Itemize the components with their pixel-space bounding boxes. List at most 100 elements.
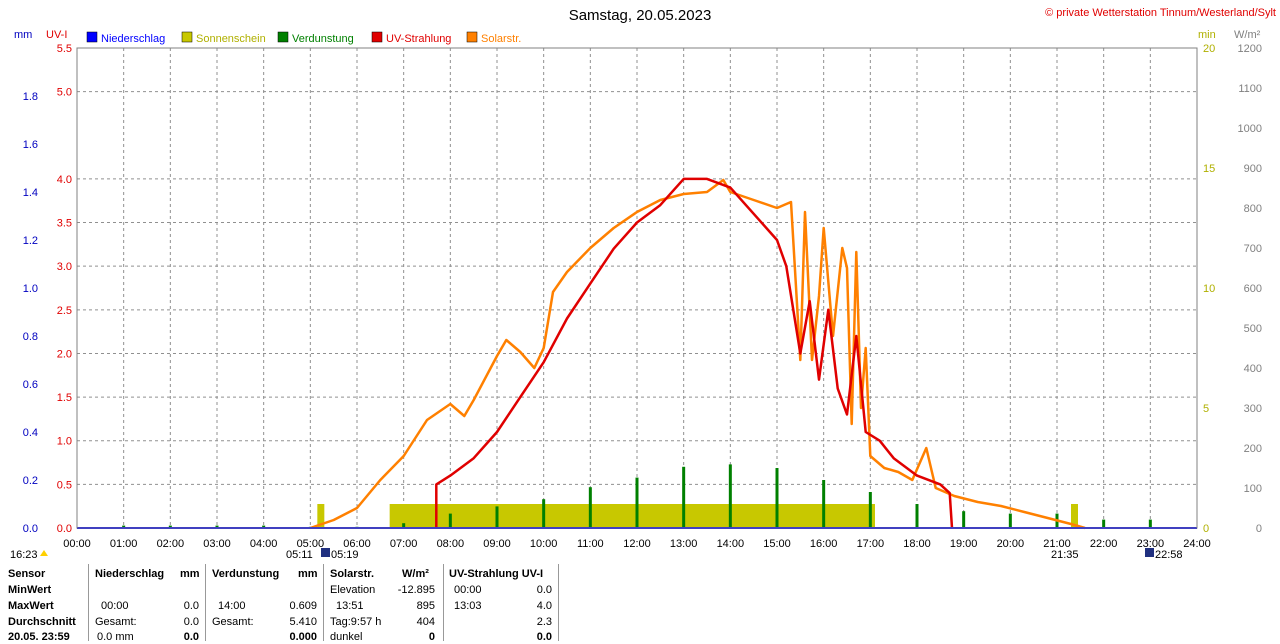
evaporation-bar	[262, 525, 266, 528]
solar-dark-label: dunkel	[330, 631, 363, 643]
sun-markers: 16:23 05:11 05:19 21:35 22:58	[10, 548, 1183, 561]
evaporation-bar	[1102, 519, 1106, 528]
uv-tick-label: 4.0	[57, 174, 72, 186]
evaporation-bar	[168, 525, 172, 528]
stats-header-solar-unit: W/m²	[402, 568, 429, 580]
evaporation-bar	[448, 513, 452, 528]
x-tick-label: 14:00	[717, 538, 745, 550]
precip-max: 0.0	[183, 600, 199, 612]
precip-max-time: 00:00	[101, 600, 129, 612]
uv-tick-label: 5.5	[57, 43, 72, 55]
uv-tick-label: 1.5	[57, 392, 72, 404]
x-tick-label: 17:00	[857, 538, 885, 550]
stats-header-solar: Solarstr.	[330, 568, 375, 580]
mm-tick-label: 1.0	[23, 283, 38, 295]
wm2-tick-label: 1000	[1238, 123, 1262, 135]
solar-max-time: 13:51	[336, 600, 364, 612]
wm2-tick-label: 0	[1256, 523, 1262, 535]
evap-max-time: 14:00	[218, 600, 246, 612]
plot-frame	[76, 47, 1198, 529]
evaporation-bars	[122, 464, 1152, 528]
solar-series-line	[309, 178, 1086, 530]
row-day: 20.05. 23:59	[8, 631, 70, 643]
evaporation-bar	[402, 523, 406, 528]
x-tick-label: 02:00	[157, 538, 185, 550]
evaporation-bar	[542, 499, 546, 528]
x-tick-label: 15:00	[763, 538, 791, 550]
legend-swatch	[277, 31, 289, 43]
row-min: MinWert	[8, 584, 52, 596]
evaporation-bar	[635, 477, 639, 528]
x-tick-label: 01:00	[110, 538, 138, 550]
stats-header-uv: UV-Strahlung UV-I	[449, 568, 544, 580]
mm-tick-label: 1.6	[23, 139, 38, 151]
mm-tick-label: 1.4	[23, 187, 38, 199]
wm2-tick-label: 400	[1244, 363, 1262, 375]
solar-day-length: Tag:9:57 h	[330, 616, 382, 628]
wm2-tick-label: 200	[1244, 443, 1262, 455]
uv-min: 0.0	[536, 584, 552, 596]
evaporation-bar	[728, 464, 732, 528]
legend-label: Verdunstung	[292, 33, 354, 45]
stats-separator	[558, 564, 559, 641]
evaporation-bar	[495, 506, 499, 528]
wm2-tick-label: 700	[1244, 243, 1262, 255]
mm-tick-label: 0.6	[23, 379, 38, 391]
uv-max: 4.0	[536, 600, 552, 612]
evaporation-bar	[962, 511, 966, 528]
stats-separator	[205, 564, 206, 641]
uv-tick-label: 0.0	[57, 523, 72, 535]
axis-ticks: 00:00 01:00 02:00 03:00 04:00 05:00 06:00 07:00…	[23, 43, 1262, 550]
mm-tick-label: 0.2	[23, 475, 38, 487]
x-tick-label: 21:00	[1043, 538, 1071, 550]
stats-table: Sensor Niederschlag mm Verdunstung mm So…	[0, 562, 1280, 643]
x-tick-label: 24:00	[1183, 538, 1211, 550]
stats-header-evap-unit: mm	[298, 568, 318, 580]
axis-unit-mm: mm	[14, 29, 32, 41]
x-tick-label: 23:00	[1137, 538, 1165, 550]
precip-total-label: Gesamt:	[95, 616, 137, 628]
marker-left-time: 16:23	[10, 549, 38, 561]
evaporation-bar	[215, 525, 219, 528]
copyright-text: © private Wetterstation Tinnum/Westerlan…	[1045, 7, 1276, 19]
axis-unit-min: min	[1198, 29, 1216, 41]
min-tick-label: 0	[1203, 523, 1209, 535]
x-tick-label: 08:00	[437, 538, 465, 550]
marker-moon-time: 22:58	[1155, 549, 1183, 561]
uv-day: 0.0	[536, 631, 552, 643]
uv-tick-label: 3.0	[57, 261, 72, 273]
x-tick-label: 20:00	[997, 538, 1025, 550]
uv-tick-label: 3.5	[57, 218, 72, 230]
x-tick-label: 16:00	[810, 538, 838, 550]
stats-header-precip-unit: mm	[180, 568, 200, 580]
x-tick-label: 04:00	[250, 538, 278, 550]
marker-sunset: 21:35	[1051, 549, 1079, 561]
wm2-tick-label: 300	[1244, 403, 1262, 415]
x-tick-label: 11:00	[577, 538, 604, 550]
evaporation-bar	[588, 487, 592, 528]
sunshine-bar	[317, 504, 325, 528]
x-tick-label: 19:00	[950, 538, 978, 550]
uv-tick-label: 2.5	[57, 305, 72, 317]
min-tick-label: 15	[1203, 163, 1215, 175]
evaporation-bar	[868, 492, 872, 528]
wm2-tick-label: 500	[1244, 323, 1262, 335]
x-tick-label: 07:00	[390, 538, 418, 550]
uv-tick-label: 2.0	[57, 348, 72, 360]
stats-header-evap: Verdunstung	[212, 568, 280, 580]
sunshine-bar	[389, 504, 875, 528]
evap-total-label: Gesamt:	[212, 616, 254, 628]
min-tick-label: 20	[1203, 43, 1215, 55]
precip-day: 0.0 mm	[97, 631, 134, 643]
moon-icon-2	[1145, 548, 1154, 557]
wm2-tick-label: 800	[1244, 203, 1262, 215]
marker-sunrise2: 05:19	[331, 549, 359, 561]
legend-swatch	[371, 31, 383, 43]
uv-series-line	[435, 177, 954, 529]
wm2-tick-label: 1200	[1238, 43, 1262, 55]
min-tick-label: 10	[1203, 283, 1215, 295]
axis-unit-uv: UV-I	[46, 29, 67, 41]
marker-sunrise: 05:11	[286, 549, 313, 561]
evaporation-bar	[122, 525, 126, 528]
legend-label: Niederschlag	[101, 33, 165, 45]
